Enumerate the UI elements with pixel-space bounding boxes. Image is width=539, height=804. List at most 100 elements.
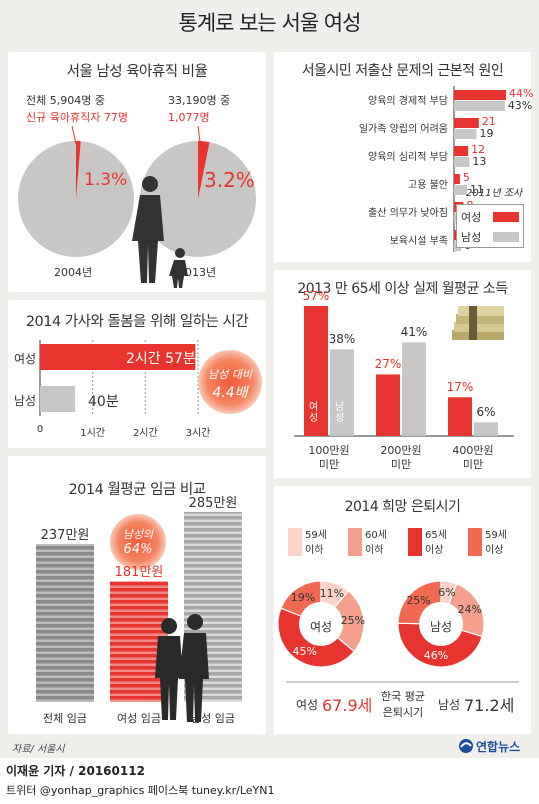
footer: 이재윤 기자 / 20160112 트위터 @yonhap_graphics 페…	[0, 758, 539, 804]
housework-tick-label: 0	[36, 424, 44, 435]
elderly-category-line2: 미만	[318, 458, 340, 471]
retirement-legend-swatch	[468, 528, 482, 556]
low-birth-bar-male	[454, 129, 477, 139]
elderly-income-title: 2013 만 65세 이상 실제 월평균 소득	[297, 281, 508, 297]
low-birth-bar-female	[454, 174, 460, 184]
wage-badge-line2: 64%	[123, 542, 153, 557]
low-birth-bar-male	[454, 157, 470, 167]
elderly-value-female: 27%	[374, 357, 402, 372]
father-child-silhouette	[132, 176, 188, 288]
low-birth-legend: 여성 남성	[456, 204, 524, 248]
elderly-category-line2: 미만	[390, 458, 412, 471]
elderly-bar-female	[448, 397, 472, 436]
elderly-inbar-female: 여성	[309, 402, 319, 424]
reporter-text: 이재윤 기자 / 20160112	[6, 764, 145, 778]
legend-male-label: 남성	[461, 231, 482, 244]
retirement-legend-label-2: 이하	[305, 545, 324, 556]
elderly-category-line1: 100만원	[308, 444, 350, 457]
low-birth-category: 보육시설 부족	[389, 236, 448, 247]
retirement-slice-label: 11%	[319, 586, 345, 600]
parental-leave-panel: 서울 남성 육아휴직 비율 전체 5,904명 중 신규 육아휴직자 77명 3…	[8, 52, 266, 292]
low-birth-bar-female	[454, 118, 479, 128]
housework-badge-line1: 남성 대비	[208, 368, 252, 381]
low-birth-value-female: 21	[481, 115, 496, 128]
low-birth-value-male: 19	[479, 127, 494, 140]
male-2004: 신규 육아휴직자 77명	[26, 111, 128, 124]
retirement-legend-label-2: 이상	[425, 545, 444, 556]
elderly-value-male: 41%	[400, 325, 428, 340]
retirement-legend-label: 59세	[485, 530, 507, 541]
elderly-value-female: 57%	[302, 289, 330, 303]
wage-label: 남성 임금	[191, 712, 235, 725]
low-birth-value-female: 5	[462, 171, 470, 184]
retirement-legend-swatch	[348, 528, 362, 556]
housework-panel: 2014 가사와 돌봄을 위해 일하는 시간 여성 남성 2시간 57분 40분…	[8, 300, 266, 448]
housework-female-value: 2시간 57분	[126, 351, 196, 367]
elderly-bar-female	[304, 306, 328, 436]
male-2013: 1,077명	[168, 111, 210, 124]
elderly-bar-male	[474, 422, 498, 436]
pie-2013-leader	[197, 125, 201, 143]
retirement-donut-hole	[299, 602, 343, 646]
retirement-slice-label: 19%	[290, 590, 316, 604]
avg-male-label: 남성	[438, 698, 461, 712]
retirement-slice-label: 45%	[292, 644, 317, 658]
housework-female-label: 여성	[14, 352, 37, 366]
wage-value: 237만원	[40, 528, 90, 543]
elderly-category-line1: 400만원	[452, 444, 494, 457]
elderly-bar-male	[402, 342, 426, 436]
retirement-legend-swatch	[408, 528, 422, 556]
housework-male-label: 남성	[14, 394, 37, 408]
wage-value: 285만원	[188, 496, 238, 511]
avg-female-label: 여성	[296, 698, 319, 712]
housework-male-value: 40분	[88, 394, 119, 410]
elderly-bar-male	[330, 349, 354, 436]
retirement-legend-label: 59세	[305, 530, 327, 541]
housework-bar-female	[40, 344, 196, 370]
wage-badge-line1: 남성의	[122, 528, 154, 541]
wage-bar-total	[36, 544, 94, 702]
housework-bar-male	[40, 386, 76, 412]
pct-2004: 1.3%	[84, 170, 128, 190]
parental-leave-pies	[18, 125, 256, 288]
low-birth-bar-male	[454, 101, 505, 111]
retirement-slice-label: 25%	[340, 613, 366, 627]
housework-chart	[39, 340, 262, 416]
wage-label: 전체 임금	[43, 712, 87, 725]
low-birth-bar-female	[454, 90, 506, 100]
avg-mid-line2: 은퇴시기	[382, 706, 424, 719]
page-title: 통계로 보는 서울 여성	[178, 11, 362, 35]
wage-label: 여성 임금	[117, 712, 161, 725]
low-birth-value-female: 44%	[509, 87, 534, 100]
retirement-legend-swatch	[288, 528, 302, 556]
elderly-bar-female	[376, 374, 400, 436]
elderly-income-chart	[294, 306, 514, 437]
parental-leave-title: 서울 남성 육아휴직 비율	[66, 64, 208, 80]
retirement-slice-label: 24%	[457, 603, 483, 617]
retirement-slice-label: 6%	[438, 585, 456, 599]
legend-female-label: 여성	[461, 211, 482, 224]
low-birth-panel: 서울시민 저출산 문제의 근본적 원인 양육의 경제적 부담 44% 43% 일가족 …	[274, 52, 534, 262]
couple-silhouette	[155, 614, 209, 722]
elderly-income-panel: 2013 만 65세 이상 실제 월평균 소득 57% 38% 100만원 미만 여성 남…	[274, 270, 531, 478]
low-birth-bar-female	[454, 146, 469, 156]
retirement-legend-label: 60세	[365, 530, 387, 541]
wage-chart	[36, 512, 242, 722]
retirement-legend-label: 65세	[425, 530, 447, 541]
retirement-male-center: 남성	[429, 620, 453, 634]
retirement-donut-hole	[419, 602, 463, 646]
avg-mid-line1: 한국 평균	[381, 690, 425, 703]
elderly-value-male: 38%	[328, 332, 356, 347]
retirement-average-row: 여성 67.9세 한국 평균 은퇴시기 남성 71.2세	[274, 682, 531, 728]
retirement-slice-label: 46%	[423, 648, 449, 662]
elderly-category-line1: 200만원	[380, 444, 422, 457]
pie-2013-slice	[198, 141, 210, 199]
pct-2013: 3.2%	[204, 168, 255, 192]
pie-2004-slice	[76, 141, 81, 199]
low-birth-category: 양육의 심리적 부담	[368, 152, 448, 163]
low-birth-title: 서울시민 저출산 문제의 근본적 원인	[301, 63, 504, 79]
money-stack-icon	[452, 306, 504, 340]
pie-2004-leader	[71, 125, 77, 145]
retirement-panel: 2014 희망 은퇴시기 59세 이하 60세 이하 65세 이상 59세 이상 11% 25%…	[274, 486, 531, 734]
retirement-chart	[277, 580, 519, 683]
